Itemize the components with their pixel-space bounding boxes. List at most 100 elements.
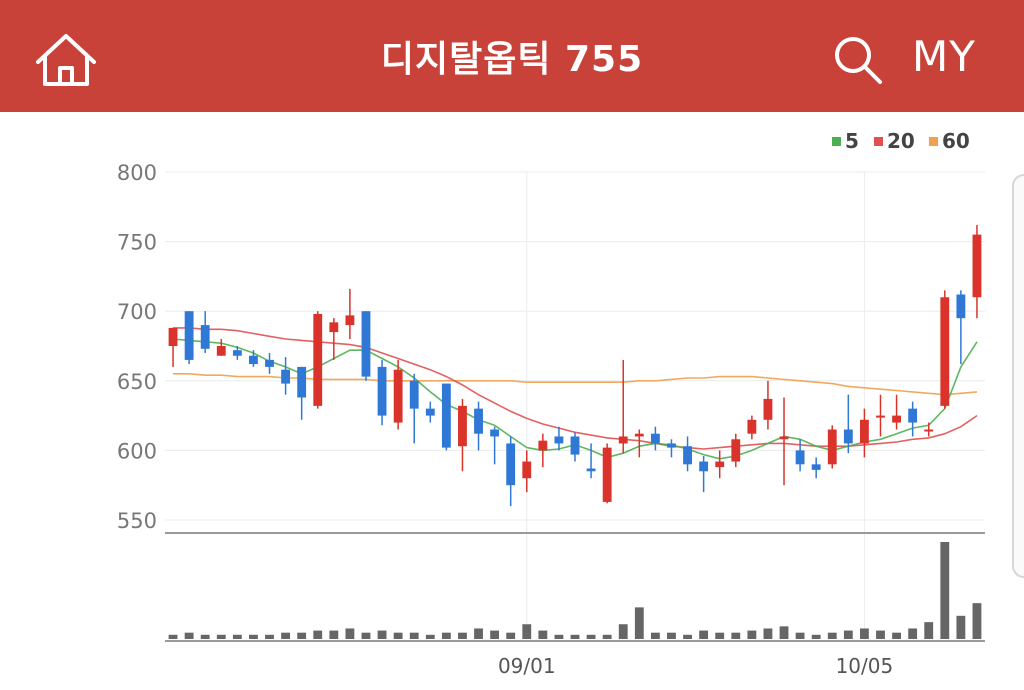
candle-body <box>940 297 950 406</box>
x-tick-label: 10/05 <box>836 654 894 678</box>
candle-body <box>618 436 628 444</box>
volume-bar <box>747 630 757 639</box>
volume-bar <box>216 634 226 639</box>
candle-body <box>232 350 242 356</box>
candle-body <box>184 311 194 360</box>
volume-bar <box>972 603 982 639</box>
stock-chart[interactable]: 800 750 700 650 600 550 09/01 10/05 5 20 60 <box>0 112 1024 690</box>
volume-bar <box>763 628 773 639</box>
home-button[interactable] <box>34 32 98 88</box>
candle-body <box>747 419 757 434</box>
candle-body <box>715 461 725 468</box>
y-tick-label: 700 <box>117 300 157 324</box>
volume-bar <box>827 632 837 639</box>
candle-body <box>650 433 660 444</box>
volume-bar <box>409 632 419 639</box>
legend-swatch-5 <box>832 137 841 146</box>
volume-bar <box>811 634 821 639</box>
candle-body <box>811 464 821 470</box>
volume-bar <box>634 607 644 639</box>
candle-body <box>313 313 323 406</box>
candle-body <box>843 429 853 444</box>
volume-bar <box>908 628 918 639</box>
candle-body <box>474 408 483 434</box>
volume-bar <box>361 632 371 639</box>
legend-label-60: 60 <box>942 129 970 153</box>
volume-bar <box>892 632 901 639</box>
volume-bar <box>425 634 435 639</box>
candle-body <box>763 398 773 420</box>
candle-body <box>425 408 435 416</box>
scroll-handle[interactable] <box>1012 174 1024 578</box>
page-title: 디지탈옵틱 755 <box>380 39 644 80</box>
volume-bar <box>313 630 323 639</box>
volume-bar <box>843 630 853 639</box>
candle-body <box>827 429 837 465</box>
candle-body <box>602 447 612 502</box>
volume-bar <box>458 632 467 639</box>
candle-body <box>538 440 548 451</box>
search-icon <box>835 37 882 84</box>
candle-body <box>216 346 226 356</box>
volume-bar <box>602 634 612 639</box>
volume-bar <box>876 630 885 639</box>
candle-body <box>683 446 692 465</box>
x-tick-label: 09/01 <box>498 654 556 678</box>
my-button[interactable]: MY <box>912 32 976 81</box>
candle-body <box>441 383 451 448</box>
candle-body <box>458 405 467 447</box>
legend-label-5: 5 <box>845 129 859 153</box>
volume-bar <box>474 628 483 639</box>
candle-body <box>409 380 419 409</box>
volume-bar <box>490 630 500 639</box>
volume-bar <box>538 630 548 639</box>
volume-bar <box>586 634 596 639</box>
volume-bar <box>168 634 178 639</box>
candle-body <box>779 436 789 440</box>
candle-body <box>634 433 644 437</box>
candle-body <box>361 311 371 377</box>
volume-bar <box>393 632 403 639</box>
volume-bar <box>699 630 709 639</box>
volume-bar <box>249 634 258 639</box>
volume-bar <box>570 634 580 639</box>
volume-bar <box>265 634 274 639</box>
volume-bar <box>200 634 210 639</box>
candle-body <box>506 443 516 486</box>
candle-body <box>699 461 709 472</box>
candle-body <box>249 355 258 365</box>
candle-body <box>892 415 901 423</box>
search-button[interactable] <box>832 34 884 86</box>
home-icon <box>36 34 96 86</box>
candle-body <box>924 429 934 432</box>
candle-body <box>393 369 403 423</box>
ma20-line <box>173 327 978 450</box>
volume-bar <box>345 628 355 639</box>
volume-bar <box>506 632 516 639</box>
ma60-line <box>173 372 978 396</box>
candle-body <box>667 443 676 448</box>
legend-label-20: 20 <box>887 129 915 153</box>
volume-bar <box>795 632 805 639</box>
candle-body <box>345 315 355 326</box>
candle-body <box>281 369 291 384</box>
candle-body <box>200 325 210 349</box>
candle-body <box>168 327 178 346</box>
legend-swatch-60 <box>929 137 938 146</box>
volume-bar <box>232 634 242 639</box>
y-tick-label: 550 <box>117 509 157 533</box>
volume-bar <box>940 542 950 639</box>
volume-bar <box>924 622 934 639</box>
volume-bar <box>377 630 387 639</box>
volume-bar <box>779 626 789 639</box>
volume-bar <box>731 632 741 639</box>
candle-body <box>490 429 500 437</box>
volume-bar <box>650 632 660 639</box>
candle-body <box>570 436 580 455</box>
legend-swatch-20 <box>874 137 883 146</box>
volume-bar <box>297 632 307 639</box>
app-header: 디지탈옵틱 755 MY <box>0 0 1024 112</box>
volume-bar <box>618 624 628 639</box>
y-tick-label: 650 <box>117 370 157 394</box>
volume-bar <box>956 615 966 639</box>
